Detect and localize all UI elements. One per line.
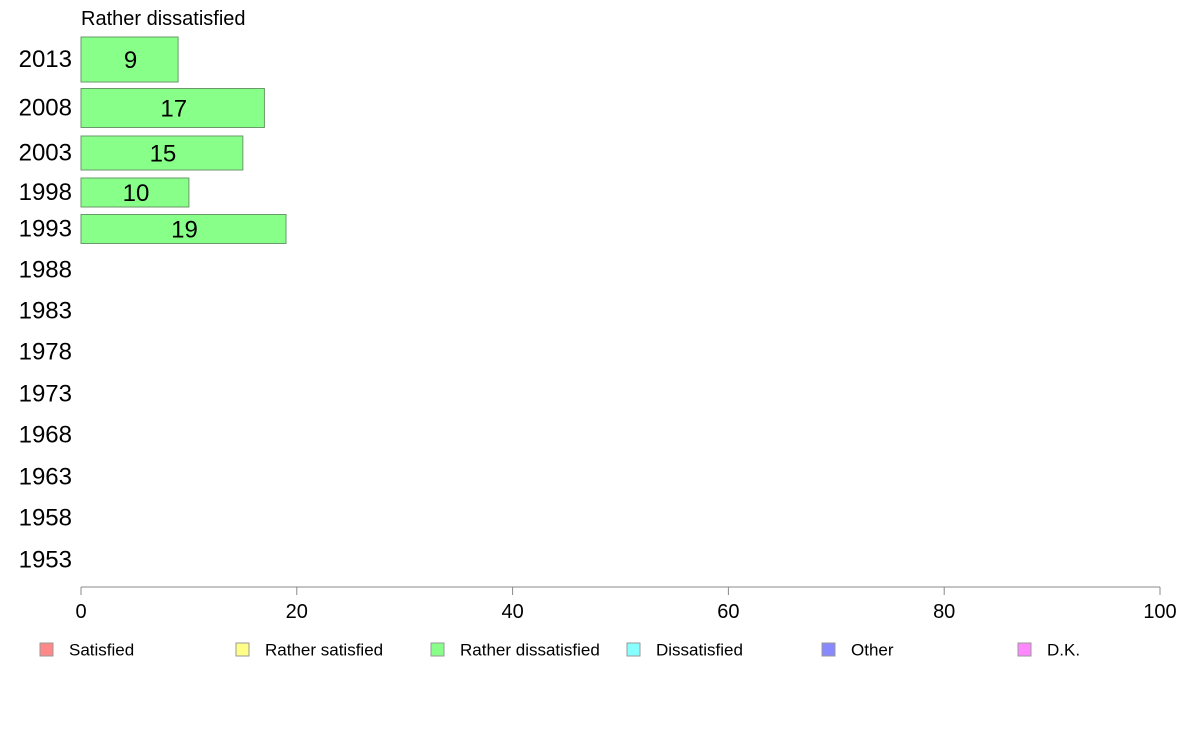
x-tick-label: 20 xyxy=(286,601,308,623)
y-tick-label: 1963 xyxy=(19,464,72,491)
y-tick-label: 1988 xyxy=(19,257,72,284)
y-tick-label: 1983 xyxy=(19,298,72,325)
legend-label: Dissatisfied xyxy=(656,641,743,660)
bar xyxy=(80,135,244,171)
y-tick-label: 1978 xyxy=(19,339,72,366)
legend: Satisfied Rather satisfied Rather dissatis… xyxy=(39,641,1080,660)
y-tick-label: 1993 xyxy=(19,216,72,243)
legend-swatch xyxy=(821,642,836,657)
bar-value-label: 17 xyxy=(160,96,187,123)
legend-label: Rather satisfied xyxy=(265,641,383,660)
y-tick-label: 2013 xyxy=(19,46,72,73)
x-tick-label: 40 xyxy=(501,601,523,623)
x-tick-label: 60 xyxy=(717,601,739,623)
bar-value-label: 15 xyxy=(150,141,177,168)
legend-swatch xyxy=(430,642,445,657)
y-tick-label: 2008 xyxy=(19,95,72,122)
legend-label: D.K. xyxy=(1047,641,1080,660)
x-axis: 0 20 40 60 80 100 xyxy=(75,586,1177,623)
bar-value-label: 19 xyxy=(171,217,198,244)
x-tick-label: 100 xyxy=(1143,601,1176,623)
bar xyxy=(80,36,179,83)
legend-swatch xyxy=(39,642,54,657)
bar-value-label: 9 xyxy=(124,47,137,74)
legend-label: Satisfied xyxy=(69,641,134,660)
y-tick-label: 1953 xyxy=(19,547,72,574)
x-tick-label: 80 xyxy=(933,601,955,623)
legend-swatch xyxy=(626,642,641,657)
y-tick-label: 1958 xyxy=(19,505,72,532)
bar xyxy=(80,88,265,128)
bar xyxy=(80,214,287,244)
y-tick-label: 1998 xyxy=(19,179,72,206)
y-tick-label: 1973 xyxy=(19,381,72,408)
x-tick-label: 0 xyxy=(75,601,86,623)
legend-swatch xyxy=(1017,642,1032,657)
bar-value-label: 10 xyxy=(123,180,150,207)
chart-title: Rather dissatisfied xyxy=(81,8,246,30)
legend-label: Rather dissatisfied xyxy=(460,641,600,660)
legend-label: Other xyxy=(851,641,894,660)
y-tick-label: 2003 xyxy=(19,140,72,167)
y-axis-labels: 2013 2008 2003 1998 1993 1988 1983 1978 1973 1968… xyxy=(19,46,72,574)
legend-swatch xyxy=(235,642,250,657)
bar xyxy=(80,177,190,208)
y-tick-label: 1968 xyxy=(19,422,72,449)
